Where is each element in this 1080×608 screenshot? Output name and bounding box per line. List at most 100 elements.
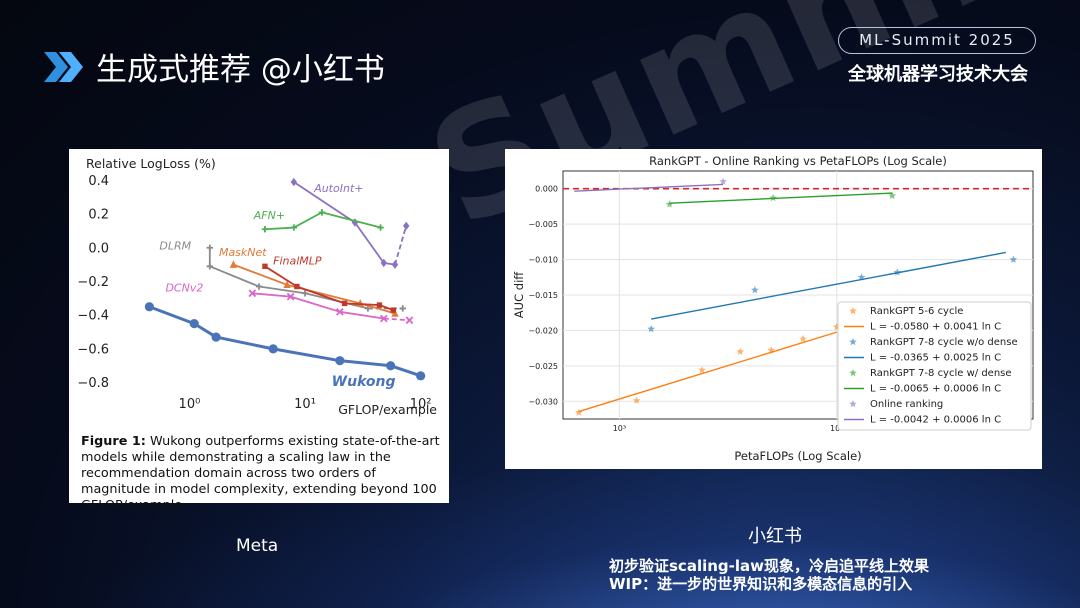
conference-name: 全球机器学习技术大会	[848, 64, 1028, 85]
series-line-wukong	[390, 364, 422, 378]
data-point-finalmlp	[341, 300, 348, 307]
legend-marker-online-ranking	[849, 400, 857, 408]
data-point-online-ranking	[719, 177, 727, 185]
series-line-finalmlp	[296, 285, 345, 305]
series-label-afn: AFN+	[253, 209, 285, 222]
data-point-rankgpt-5-6-cycle	[736, 347, 745, 355]
legend-fit-rankgpt-7-8-cycle-w-dense: L = -0.0065 + 0.0006 ln C	[870, 384, 1001, 395]
x-axis-label: GFLOP/example	[338, 402, 437, 417]
y-tick-label: −0.020	[528, 326, 558, 335]
data-point-autoint	[290, 177, 298, 187]
data-point-wukong	[189, 318, 199, 329]
data-point-rankgpt-7-8-cycle-w-dense	[769, 193, 777, 202]
data-point-rankgpt-5-6-cycle	[767, 346, 776, 354]
data-point-dlrm	[206, 263, 214, 270]
rankgpt-figure-panel: RankGPT - Online Ranking vs PetaFLOPs (L…	[505, 149, 1042, 469]
data-point-dcnv2	[379, 314, 388, 323]
y-tick-label: −0.005	[528, 220, 558, 229]
y-tick-label: 0.4	[88, 174, 109, 189]
data-point-rankgpt-7-8-cycle-w-dense	[665, 200, 674, 208]
x-tick-label: 10¹	[294, 397, 316, 412]
note-line-2: WIP：进一步的世界知识和多模态信息的引入	[609, 575, 913, 593]
series-line-afn	[264, 226, 294, 231]
series-line-dcnv2	[339, 310, 384, 320]
label-meta: Meta	[236, 536, 279, 556]
series-label-masknet: MaskNet	[219, 246, 267, 259]
y-tick-label: 0.2	[88, 208, 109, 223]
note-line-1: 初步验证scaling-law现象，冷启追平线上效果	[609, 557, 929, 575]
y-tick-label: −0.025	[528, 362, 558, 371]
legend-fit-rankgpt-5-6-cycle: L = -0.0580 + 0.0041 ln C	[870, 322, 1001, 333]
x-tick-label: 10⁰	[179, 397, 201, 412]
data-point-afn	[290, 224, 298, 231]
series-line-dcnv2	[290, 295, 341, 313]
data-point-finalmlp	[262, 263, 268, 270]
data-point-rankgpt-7-8-cycle-w-o-dense	[751, 286, 759, 294]
y-tick-label: −0.4	[77, 309, 109, 324]
data-point-dlrm	[399, 305, 406, 312]
rankgpt-scaling-chart: RankGPT - Online Ranking vs PetaFLOPs (L…	[512, 154, 1034, 463]
data-point-rankgpt-5-6-cycle	[799, 334, 807, 343]
fit-line-online-ranking	[574, 183, 724, 192]
y-axis-label: Relative LogLoss (%)	[86, 156, 216, 171]
data-point-dlrm	[301, 290, 309, 297]
data-point-autoint	[380, 258, 387, 268]
data-point-rankgpt-7-8-cycle-w-o-dense	[857, 273, 866, 281]
series-line-afn	[293, 211, 323, 229]
series-label-dlrm: DLRM	[159, 239, 191, 252]
data-point-dcnv2	[248, 289, 257, 298]
figure-caption-text: Wukong outperforms existing state-of-the…	[81, 434, 440, 513]
data-point-dlrm	[206, 244, 214, 251]
series-label-finalmlp: FinalMLP	[273, 255, 322, 268]
legend-entry-online-ranking: Online ranking	[870, 399, 943, 410]
y-tick-label: 0.0	[88, 241, 109, 256]
series-line-masknet	[233, 263, 288, 286]
series-label-dcnv2: DCNv2	[165, 282, 203, 295]
data-point-dcnv2	[405, 316, 414, 325]
series-line-dcnv2	[252, 292, 291, 298]
chart-title: RankGPT - Online Ranking vs PetaFLOPs (L…	[649, 154, 947, 168]
y-tick-label: −0.015	[528, 291, 558, 300]
data-point-wukong	[144, 302, 154, 312]
y-tick-label: −0.6	[77, 342, 109, 357]
data-point-afn	[261, 226, 269, 233]
data-point-afn	[377, 224, 384, 231]
series-line-finalmlp	[264, 265, 298, 288]
data-point-rankgpt-7-8-cycle-w-o-dense	[893, 268, 902, 276]
data-point-rankgpt-5-6-cycle	[632, 396, 641, 404]
data-point-rankgpt-5-6-cycle	[698, 366, 706, 374]
series-line-autoint	[293, 181, 356, 224]
series-line-wukong	[339, 359, 391, 368]
wukong-scaling-chart: Relative LogLoss (%) 0.4 0.2 0.0 −0.2 −0.4 −0.…	[77, 156, 437, 417]
legend-entry-rankgpt-7-8-cycle-w-o-dense: RankGPT 7-8 cycle w/o dense	[870, 337, 1018, 348]
data-point-finalmlp	[294, 283, 300, 290]
series-line-autoint	[394, 225, 408, 265]
y-tick-label: −0.030	[528, 397, 558, 406]
y-tick-label: −0.010	[528, 256, 558, 265]
figure-caption-label: Figure 1:	[81, 434, 146, 449]
data-point-autoint	[391, 260, 399, 269]
series-line-dlrm	[258, 285, 306, 295]
x-tick-label: 10²	[410, 397, 432, 412]
series-label-autoint: AutoInt+	[313, 182, 363, 195]
double-chevron-icon	[44, 52, 83, 82]
data-point-rankgpt-7-8-cycle-w-dense	[888, 191, 897, 200]
fit-line-rankgpt-7-8-cycle-w-o-dense	[651, 251, 1006, 320]
series-line-autoint	[354, 221, 385, 264]
data-point-dcnv2	[286, 292, 295, 301]
series-line-wukong	[272, 347, 341, 363]
series-line-finalmlp	[344, 302, 380, 306]
data-point-dlrm	[255, 283, 263, 290]
data-point-wukong	[335, 356, 345, 366]
meta-figure-panel: Relative LogLoss (%) 0.4 0.2 0.0 −0.2 −0.4 −0.…	[69, 149, 449, 513]
data-point-finalmlp	[376, 302, 383, 308]
figure-caption: Figure 1: Wukong outperforms existing st…	[81, 434, 441, 514]
legend-marker-rankgpt-5-6-cycle	[849, 307, 857, 315]
conference-badge: ML-Summit 2025	[838, 27, 1036, 54]
legend-entry-rankgpt-7-8-cycle-w-dense: RankGPT 7-8 cycle w/ dense	[870, 368, 1012, 379]
data-point-wukong	[416, 371, 426, 381]
y-axis-label: AUC diff	[512, 271, 526, 318]
legend-box	[837, 301, 1032, 431]
y-tick-label: −0.2	[77, 275, 109, 290]
fit-line-rankgpt-5-6-cycle	[578, 331, 837, 413]
